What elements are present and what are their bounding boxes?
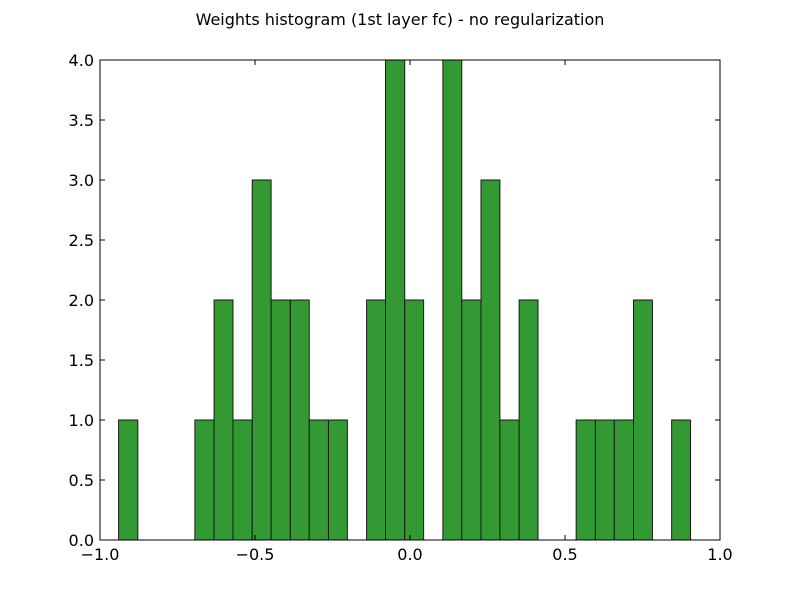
ticks-layer: −1.0 −0.5 0.0 0.5 1.0 0.0 0.5 1.0 1.5 2.0 2.5 3.0 3.… — [69, 51, 733, 564]
y-tick-label: 3.0 — [69, 171, 94, 190]
histogram-bar — [232, 419, 253, 541]
chart-title: Weights histogram (1st layer fc) - no re… — [196, 10, 605, 29]
histogram-bar — [308, 419, 329, 541]
histogram-bar — [327, 419, 348, 541]
y-tick-label: 1.5 — [69, 351, 94, 370]
x-tick-label: 1.0 — [707, 545, 732, 564]
y-tick-label: 2.0 — [69, 291, 94, 310]
x-tick-label: 0.5 — [552, 545, 577, 564]
histogram-bar — [480, 179, 501, 541]
histogram-bar — [366, 299, 387, 541]
y-tick-label: 0.0 — [69, 531, 94, 550]
y-tick-label: 1.0 — [69, 411, 94, 430]
histogram-bar — [575, 419, 596, 541]
histogram-bar — [442, 59, 463, 541]
histogram-bar — [404, 299, 425, 541]
x-tick-label: −0.5 — [236, 545, 275, 564]
histogram-bar — [251, 179, 272, 541]
histogram-bar — [118, 419, 139, 541]
y-tick-label: 3.5 — [69, 111, 94, 130]
histogram-bar — [289, 299, 310, 541]
histogram-bar — [461, 299, 482, 541]
histogram-bar — [194, 419, 215, 541]
histogram-bar — [213, 299, 234, 541]
histogram-bar — [671, 419, 692, 541]
histogram-bar — [613, 419, 635, 541]
histogram-bar — [385, 59, 406, 541]
histogram-bar — [594, 419, 615, 541]
y-tick-label: 2.5 — [69, 231, 94, 250]
bars-layer — [118, 59, 692, 541]
histogram-bar — [499, 419, 520, 541]
histogram-bar — [633, 299, 653, 541]
x-tick-label: 0.0 — [397, 545, 422, 564]
x-tick-label: −1.0 — [81, 545, 120, 564]
histogram-bar — [518, 299, 539, 541]
y-tick-label: 0.5 — [69, 471, 94, 490]
histogram-bar — [270, 299, 291, 541]
y-tick-label: 4.0 — [69, 51, 94, 70]
